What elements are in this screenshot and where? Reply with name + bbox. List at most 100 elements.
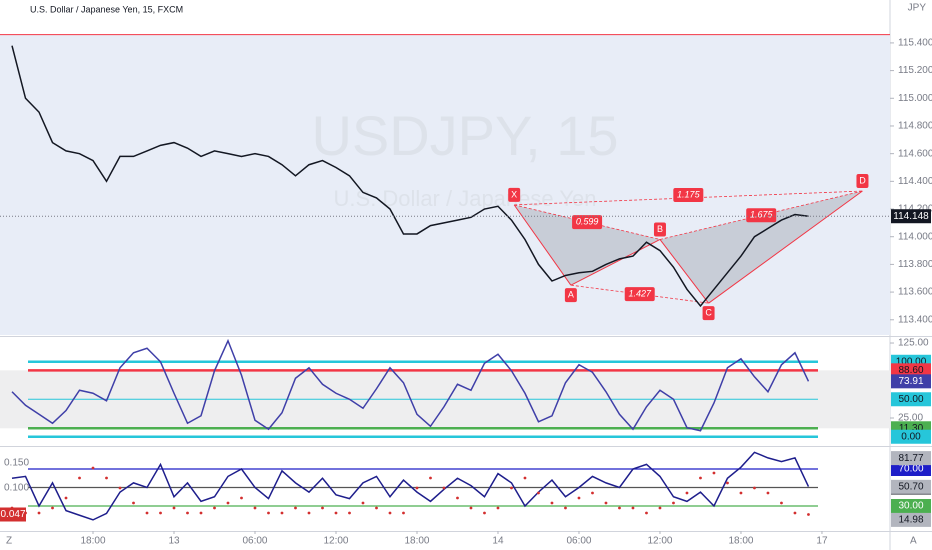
volatility-dot (132, 501, 135, 505)
volatility-dot (658, 506, 662, 510)
y-tick-label: 113.800 (898, 259, 932, 270)
pattern-leg (513, 204, 572, 286)
point-box (508, 187, 521, 202)
price-tag: 73.91 (898, 376, 923, 387)
volatility-dot (361, 501, 365, 505)
volatility-dot (645, 511, 648, 515)
volatility-dot (226, 501, 230, 505)
point-label: B (657, 224, 663, 234)
volatility-dot (523, 476, 527, 480)
pattern-fill (659, 191, 863, 304)
point-label: C (705, 308, 712, 318)
volatility-dot (294, 506, 297, 510)
volatility-dot (537, 491, 540, 495)
ratio-box (572, 215, 603, 230)
volatility-dot (78, 476, 81, 480)
left-tick-label: 0.100 (4, 483, 29, 494)
price-tag: 50.00 (898, 394, 923, 405)
pattern-leg (708, 190, 863, 304)
x-tick-label: 17 (816, 536, 828, 547)
x-tick-label: 13 (168, 536, 180, 547)
price-tag-box (891, 512, 931, 527)
x-tick-label: 06:00 (566, 536, 591, 547)
x-tick-label: 06:00 (242, 536, 267, 547)
pattern-leg (514, 190, 863, 206)
watermark-subtitle: U.S. Dollar / Japanese Yen (334, 186, 597, 211)
volatility-dot (456, 496, 459, 500)
price-tag: 114.148 (893, 211, 929, 222)
price-tag-box (891, 392, 931, 407)
volatility-dot (91, 466, 95, 470)
volatility-dot (793, 511, 797, 515)
corner-label: A (910, 536, 917, 547)
volatility-dot (429, 476, 432, 480)
price-tag: 50.70 (898, 481, 923, 492)
volatility-dot (672, 501, 675, 505)
volatility-dot (807, 513, 810, 516)
volatility-dot (334, 511, 338, 515)
volatility-dot (564, 506, 567, 510)
ratio-label: 1.175 (677, 189, 701, 199)
volatility-dot (213, 506, 216, 510)
x-tick-label: 18:00 (404, 536, 429, 547)
volatility-dot (442, 486, 446, 490)
y-tick-label: 114.600 (898, 148, 932, 159)
price-tag-box (891, 209, 931, 224)
volatility-dot (267, 511, 270, 515)
volatility-dot (469, 506, 473, 510)
point-label: X (511, 189, 517, 199)
price-tag-box (891, 461, 931, 476)
volatility-dot (739, 491, 743, 495)
volatility-dot (172, 506, 176, 510)
y-tick-label: 113.600 (898, 287, 932, 298)
y-tick-label: 115.000 (898, 93, 932, 104)
y-tick-label: 113.400 (898, 314, 932, 325)
price-tag-box (891, 429, 931, 444)
pattern-leg (659, 239, 709, 304)
price-tag: 11.30 (899, 423, 924, 434)
price-tag-box (891, 479, 931, 494)
volatility-dot (307, 511, 311, 515)
pattern-leg (570, 284, 709, 304)
volatility-dot (388, 511, 392, 515)
price-tag: 100.00 (896, 356, 927, 367)
volatility-dot (51, 506, 54, 510)
y-tick-label: 114.400 (898, 176, 932, 187)
chart-title: U.S. Dollar / Japanese Yen, 15, FXCM (30, 4, 183, 14)
volatility-dot (496, 506, 500, 510)
volatility-dot (105, 476, 108, 480)
volatility-dot (253, 506, 257, 510)
point-box (856, 174, 869, 189)
price-tag-box (891, 374, 931, 389)
volatility-dot (550, 501, 554, 505)
point-label: A (568, 290, 574, 300)
price-line (11, 45, 809, 308)
price-tag: 30.00 (898, 501, 923, 512)
volatility-dot (145, 511, 149, 515)
volatility-dot (577, 496, 581, 500)
ratio-box (624, 287, 655, 302)
volatility-dot (699, 476, 702, 480)
x-tick-label: 12:00 (323, 536, 348, 547)
y-tick-label: 25.00 (898, 413, 923, 424)
volatility-dot (280, 511, 284, 515)
pattern-leg (570, 239, 661, 286)
watermark: USDJPY, 15 (311, 104, 618, 167)
price-tag: 0.00 (901, 431, 921, 442)
ratio-label: 1.675 (750, 210, 774, 220)
point-box (564, 288, 577, 303)
volatility-dot (618, 506, 621, 510)
volatility-dot (64, 496, 68, 500)
left-tag: 0.047 (0, 509, 25, 520)
volatility-dot (712, 471, 716, 475)
axis-unit: JPY (908, 3, 927, 14)
y-tick-label: 115.200 (898, 65, 932, 76)
volatility-dot (780, 501, 783, 505)
x-tick-label: 18:00 (728, 536, 753, 547)
point-label: D (859, 175, 866, 185)
y-tick-label: 125.00 (898, 338, 929, 349)
corner-label: Z (6, 536, 12, 547)
price-tag: 88.60 (898, 365, 923, 376)
price-tag-box (891, 498, 931, 513)
ratio-box (673, 187, 704, 202)
